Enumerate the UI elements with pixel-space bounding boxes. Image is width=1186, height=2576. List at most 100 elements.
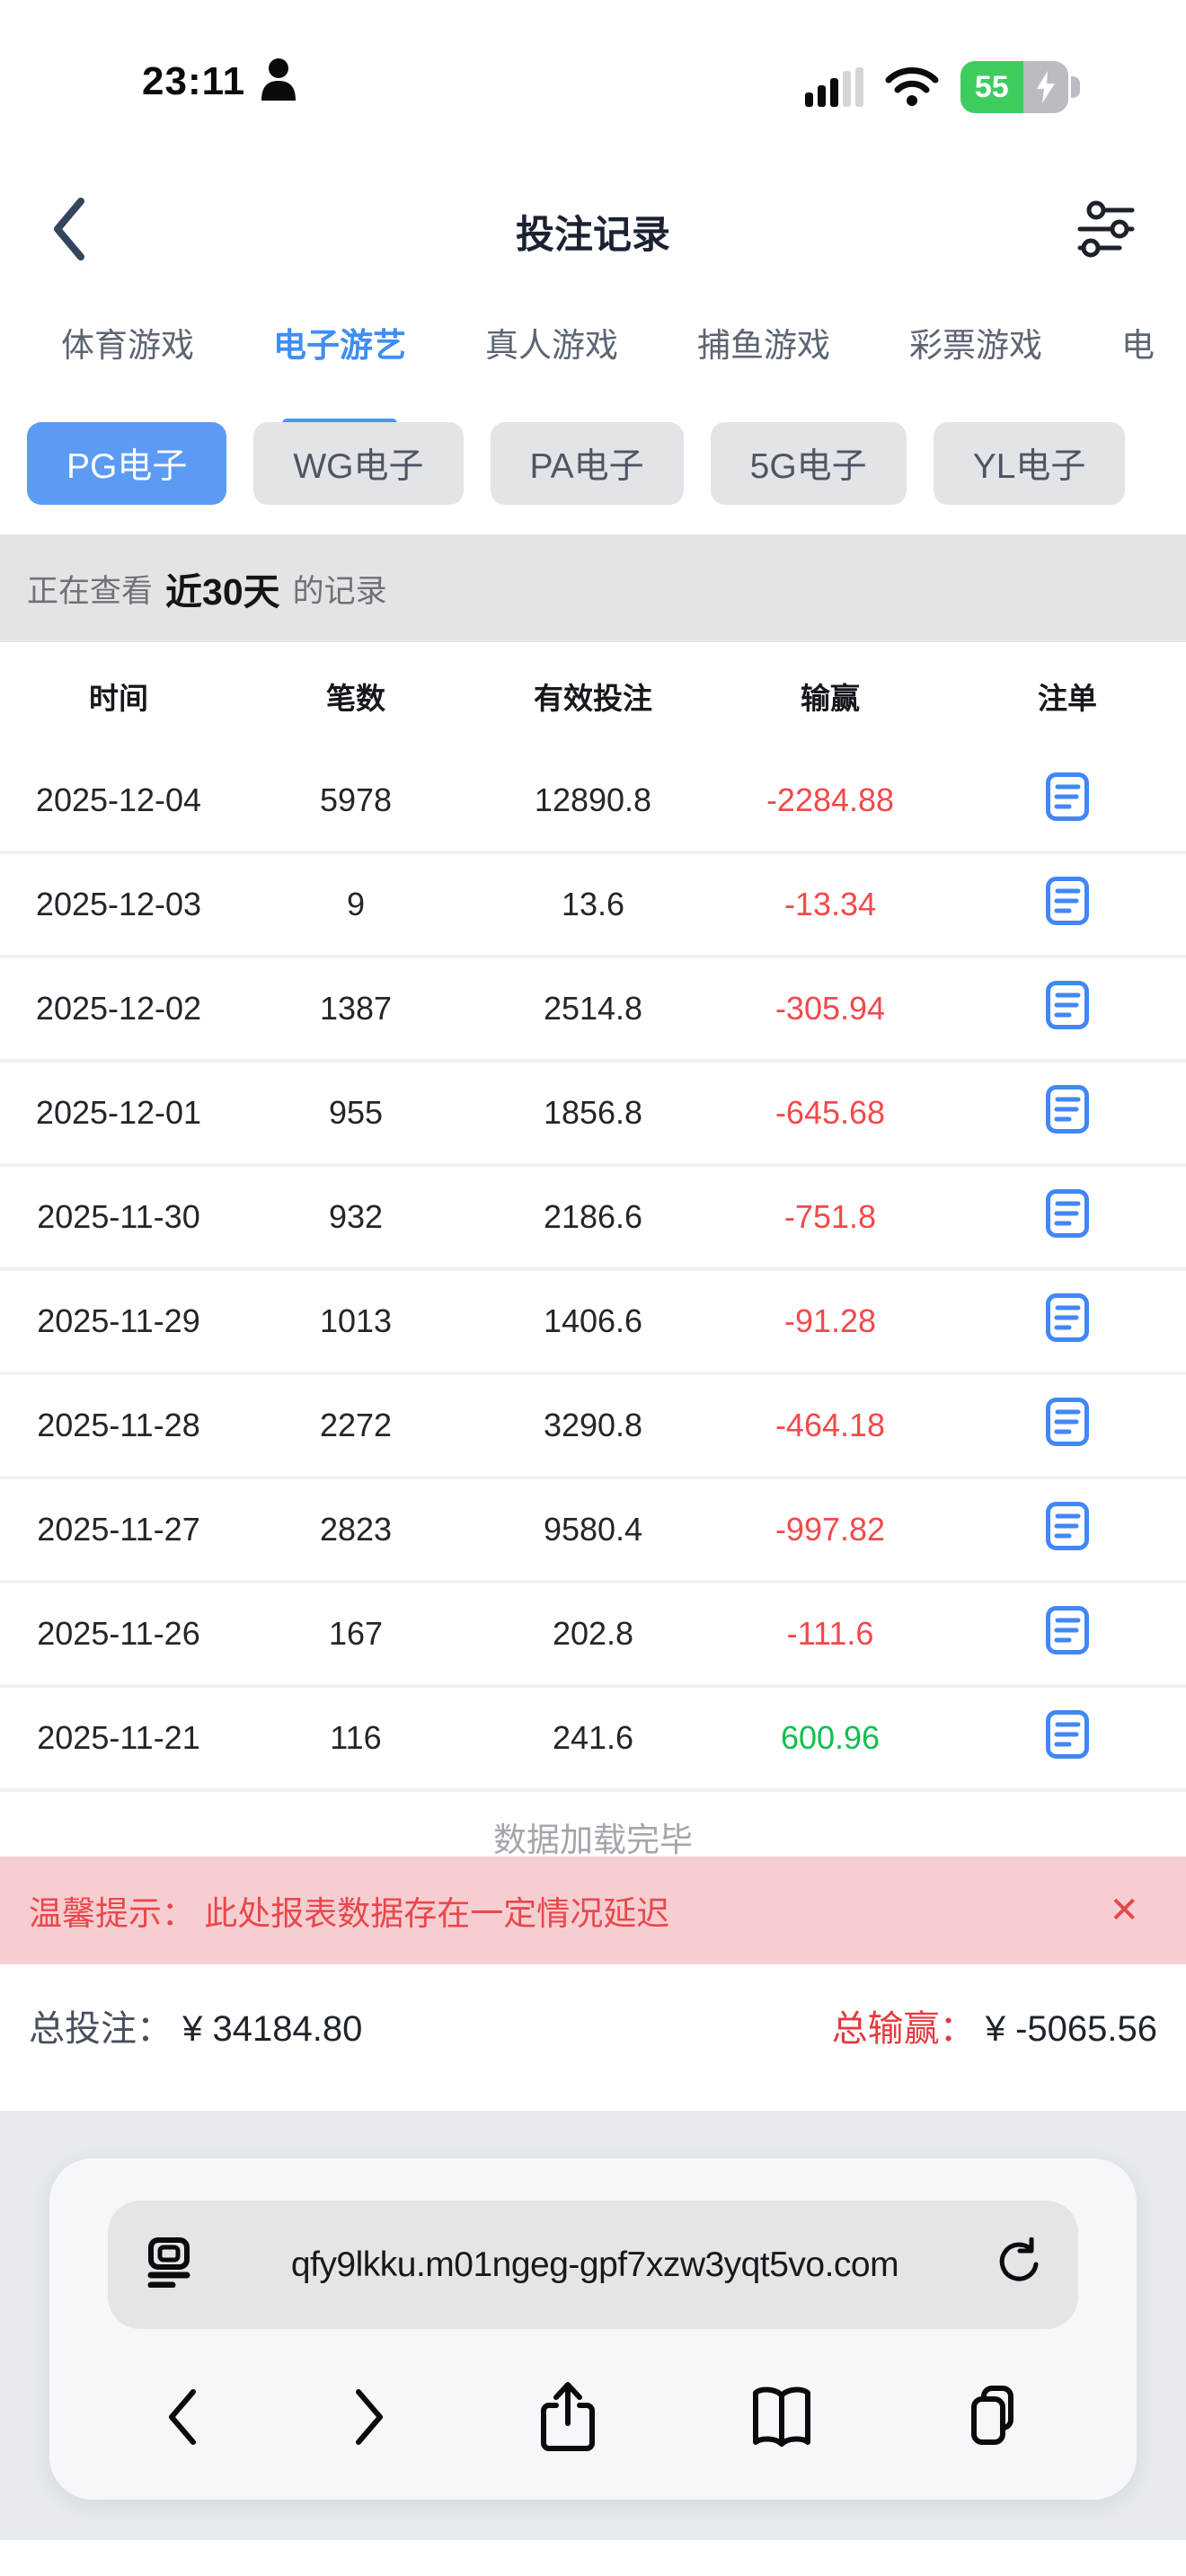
row-date: 2025-12-04 — [35, 781, 202, 818]
category-tab[interactable]: 真人游戏 — [485, 327, 618, 364]
bet-slip-icon[interactable] — [1045, 1709, 1090, 1760]
battery-percent: 55 — [960, 61, 1023, 113]
row-count: 1387 — [319, 990, 393, 1027]
category-tab[interactable]: 体育游戏 — [61, 327, 194, 364]
category-tabs: 体育游戏 电子游艺 真人游戏 捕鱼游戏 彩票游戏 电 — [0, 287, 1186, 422]
row-date: 2025-12-02 — [35, 990, 202, 1027]
close-icon[interactable]: ✕ — [1109, 1891, 1139, 1930]
range-suffix: 的记录 — [292, 573, 387, 609]
table-row: 2025-11-21 116 241.6 600.96 — [0, 1688, 1186, 1792]
reload-icon[interactable] — [996, 2236, 1042, 2292]
table-row: 2025-11-26 167 202.8 -111.6 — [0, 1584, 1186, 1688]
row-winloss: 600.96 — [780, 1719, 881, 1756]
provider-chip[interactable]: PG电子 — [27, 422, 227, 505]
notice-bar: 温馨提示： 此处报表数据存在一定情况延迟 ✕ — [0, 1857, 1186, 1964]
row-date: 2025-11-27 — [37, 1511, 200, 1548]
page-settings-icon[interactable] — [144, 2237, 194, 2292]
row-date: 2025-11-29 — [37, 1302, 200, 1339]
totals-bar: 总投注： ¥ 34184.80 总输赢： ¥ -5065.56 — [0, 1964, 1186, 2111]
row-date: 2025-12-03 — [35, 886, 202, 922]
bet-slip-icon[interactable] — [1045, 1501, 1090, 1551]
category-tab[interactable]: 捕鱼游戏 — [697, 327, 830, 364]
row-date: 2025-11-26 — [37, 1615, 200, 1652]
bookmarks-icon[interactable] — [748, 2385, 815, 2449]
row-winloss: -13.34 — [783, 886, 877, 922]
back-button[interactable] — [50, 196, 88, 267]
total-bet-value: ¥ 34184.80 — [182, 2008, 363, 2049]
col-note: 注单 — [1038, 682, 1097, 715]
person-icon — [258, 56, 299, 107]
row-note-cell — [949, 1501, 1186, 1559]
range-value: 近30天 — [165, 571, 280, 613]
category-tab[interactable]: 彩票游戏 — [909, 327, 1042, 364]
row-date: 2025-11-30 — [37, 1198, 200, 1235]
row-count: 167 — [328, 1615, 384, 1652]
page-title: 投注记录 — [516, 213, 670, 257]
wifi-icon — [883, 64, 941, 111]
bet-slip-icon[interactable] — [1045, 1084, 1090, 1134]
col-count: 笔数 — [326, 682, 385, 715]
row-valid-bet: 2186.6 — [543, 1198, 643, 1235]
row-valid-bet: 1406.6 — [543, 1302, 643, 1339]
url-text: qfy9lkku.m01ngeg-gpf7xzw3yqt5vo.com — [290, 2245, 899, 2284]
table-header: 时间 笔数 有效投注 输赢 注单 — [0, 642, 1186, 750]
table-body: 2025-12-04 5978 12890.8 -2284.88 2025-12… — [0, 750, 1186, 1792]
row-winloss: -997.82 — [774, 1511, 886, 1548]
provider-chip[interactable]: PA电子 — [490, 422, 684, 505]
row-valid-bet: 2514.8 — [543, 990, 643, 1027]
load-status: 数据加载完毕 — [493, 1822, 693, 1857]
row-valid-bet: 3290.8 — [543, 1407, 643, 1443]
row-count: 2272 — [319, 1407, 393, 1443]
category-tab[interactable]: 电子游艺 — [273, 323, 406, 422]
browser-back-icon[interactable] — [164, 2387, 200, 2447]
provider-chip[interactable]: YL电子 — [933, 422, 1126, 505]
col-winloss: 输赢 — [801, 682, 860, 715]
bet-slip-icon[interactable] — [1045, 772, 1090, 822]
col-time: 时间 — [89, 682, 148, 715]
row-count: 116 — [330, 1719, 382, 1756]
share-icon[interactable] — [538, 2380, 597, 2454]
row-note-cell — [949, 772, 1186, 830]
bet-slip-icon[interactable] — [1045, 1605, 1090, 1655]
row-winloss: -464.18 — [774, 1407, 886, 1443]
bet-slip-icon[interactable] — [1045, 980, 1090, 1030]
table-row: 2025-11-30 932 2186.6 -751.8 — [0, 1167, 1186, 1271]
row-note-cell — [949, 876, 1186, 934]
row-date: 2025-11-21 — [37, 1719, 200, 1756]
bet-slip-icon[interactable] — [1045, 1397, 1090, 1447]
row-count: 5978 — [319, 781, 393, 818]
browser-toolbar — [49, 2354, 1137, 2480]
row-count: 1013 — [319, 1302, 393, 1339]
filter-icon[interactable] — [1076, 199, 1136, 263]
page-header: 投注记录 — [0, 175, 1186, 287]
row-winloss: -111.6 — [786, 1615, 874, 1652]
table-row: 2025-11-28 2272 3290.8 -464.18 — [0, 1375, 1186, 1479]
row-winloss: -305.94 — [774, 990, 886, 1027]
table-row: 2025-12-01 955 1856.8 -645.68 — [0, 1063, 1186, 1167]
clock: 23:11 — [142, 58, 246, 103]
category-tab[interactable]: 电 — [1121, 327, 1155, 364]
table-row: 2025-11-27 2823 9580.4 -997.82 — [0, 1479, 1186, 1584]
provider-chip[interactable]: WG电子 — [253, 422, 464, 505]
bet-slip-icon[interactable] — [1045, 1188, 1090, 1239]
charging-bolt-icon — [1022, 61, 1068, 113]
row-valid-bet: 241.6 — [552, 1719, 634, 1756]
battery-icon: 55 — [960, 61, 1080, 113]
range-banner: 正在查看 近30天 的记录 — [0, 534, 1186, 642]
provider-chip[interactable]: 5G电子 — [710, 422, 907, 505]
table-row: 2025-12-04 5978 12890.8 -2284.88 — [0, 750, 1186, 854]
tabs-icon[interactable] — [966, 2384, 1022, 2450]
table-row: 2025-12-03 9 13.6 -13.34 — [0, 854, 1186, 958]
row-count: 955 — [328, 1094, 384, 1131]
total-bet-label: 总投注： — [29, 2008, 173, 2049]
row-count: 2823 — [319, 1511, 393, 1548]
bet-slip-icon[interactable] — [1045, 1292, 1090, 1343]
total-winloss-label: 总输赢： — [831, 2008, 976, 2049]
notice-text: 温馨提示： 此处报表数据存在一定情况延迟 — [29, 1895, 670, 1932]
address-bar[interactable]: qfy9lkku.m01ngeg-gpf7xzw3yqt5vo.com — [108, 2201, 1078, 2329]
row-valid-bet: 9580.4 — [543, 1511, 643, 1548]
bet-slip-icon[interactable] — [1045, 876, 1090, 926]
row-valid-bet: 13.6 — [561, 886, 625, 922]
provider-chips: PG电子 WG电子 PA电子 5G电子 YL电子 — [0, 422, 1186, 534]
browser-forward-icon[interactable] — [351, 2387, 387, 2447]
